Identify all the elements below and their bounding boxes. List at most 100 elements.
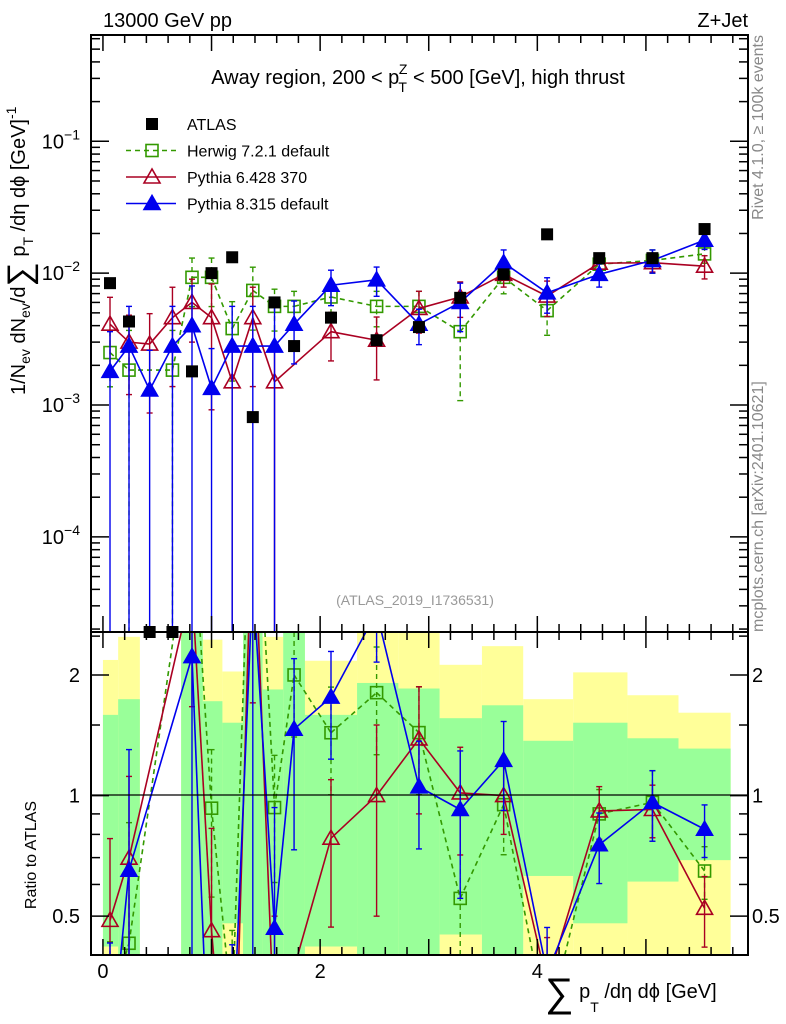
mc-point: [321, 322, 341, 339]
ratio-line: [418, 732, 461, 899]
ratio-tick-label: 1: [752, 786, 763, 808]
ratio-line: [255, 631, 276, 929]
ratio-point: [589, 835, 609, 852]
series-line: [148, 345, 174, 391]
series-line: [599, 259, 653, 276]
axis-ticks: 0 2 4 10−1 10−2 10−3 10−4 2 2 1 1 0.5 0.5: [42, 35, 780, 983]
series-line: [210, 277, 233, 329]
ratio-point: [494, 750, 514, 768]
ratio-point: [321, 828, 341, 846]
mc-point: [222, 336, 242, 353]
mc-point: [284, 314, 304, 332]
series-line: [109, 351, 130, 371]
ratio-line: [502, 804, 534, 956]
ratio-point: [284, 719, 304, 737]
band-inner: [523, 740, 574, 876]
series-line: [330, 279, 377, 287]
data-point: [185, 365, 198, 378]
data-point: [646, 252, 659, 265]
series-line: [503, 276, 548, 312]
mc-point: [695, 256, 714, 273]
series-pythia-8-315-default: [100, 230, 714, 632]
y-tick-label: 10−2: [42, 258, 80, 285]
series-line: [330, 330, 377, 342]
ratio-tick-label: 2: [69, 665, 80, 687]
legend-item-herwig-7-2-1-default: Herwig 7.2.1 default: [126, 144, 330, 161]
legend-label: ATLAS: [187, 117, 237, 134]
ratio-point: [204, 801, 219, 815]
ratio-line: [563, 813, 601, 956]
ratio-line: [119, 870, 130, 956]
ratio-tick-label: 2: [752, 665, 763, 687]
band-inner: [481, 705, 524, 955]
series-line: [128, 341, 150, 345]
data-point: [246, 411, 259, 424]
data-point: [497, 268, 510, 281]
data-point: [541, 228, 554, 241]
ratio-point: [202, 921, 221, 938]
ratio-line: [598, 801, 653, 846]
ratio-line: [128, 656, 193, 871]
data-point: [412, 321, 425, 334]
ratio-line: [380, 631, 420, 788]
mc-point: [100, 314, 120, 332]
ratio-line: [330, 692, 378, 734]
series-line: [376, 279, 420, 325]
ratio-y-axis-label: Ratio to ATLAS: [23, 801, 40, 909]
ratio-point: [369, 685, 384, 700]
ratio-frame: [90, 631, 749, 956]
band-inner: [222, 722, 244, 924]
ratio-point: [695, 819, 714, 837]
ratio-line: [554, 810, 600, 956]
ratio-line: [128, 631, 183, 859]
ratio-line: [297, 837, 332, 956]
y-tick-label: 10−4: [42, 522, 80, 549]
ratio-line: [459, 759, 505, 811]
ratio-line: [264, 631, 276, 808]
series-line: [418, 305, 461, 333]
ratio-tick-label: 1: [69, 786, 80, 808]
ratio-tick-label: 0.5: [52, 906, 80, 928]
ratio-line: [273, 729, 295, 929]
data-point: [268, 296, 281, 309]
ratio-line: [199, 631, 213, 809]
ratio-point: [450, 799, 470, 817]
ratio-line: [599, 801, 653, 815]
legend-marker: [145, 143, 159, 158]
analysis-watermark: (ATLAS_2019_I1736531): [336, 592, 494, 608]
data-point: [454, 291, 467, 304]
legend-marker: [146, 118, 158, 130]
ratio-point: [182, 647, 202, 664]
ratio-point: [100, 910, 120, 928]
series-line: [252, 317, 276, 383]
ratio-point: [695, 898, 714, 916]
series-line: [652, 261, 705, 267]
data-point: [288, 340, 301, 353]
y-tick-label: 10−1: [42, 126, 80, 153]
ratio-series-pythia-8-315-default: [107, 631, 714, 956]
series-line: [546, 273, 600, 294]
ratio-line: [236, 631, 252, 956]
series-line: [210, 317, 233, 383]
series-line: [128, 345, 151, 391]
header-energy: 13000 GeV pp: [103, 10, 232, 32]
ratio-line: [502, 760, 545, 956]
legend-item-pythia-6-428-370: Pythia 6.428 370: [126, 167, 307, 187]
series-line: [210, 345, 233, 389]
ratio-point: [265, 918, 284, 935]
ratio-line: [376, 692, 420, 734]
y-axis-label: 1/Nev dNev/d∑ pT /dη dϕ [GeV]-1: [1, 106, 39, 395]
mc-point: [243, 336, 263, 353]
data-point: [698, 223, 711, 236]
ratio-point: [321, 687, 341, 704]
series-line: [652, 239, 705, 262]
ratio-line: [191, 656, 205, 956]
data-point: [205, 267, 218, 280]
ratio-line: [293, 674, 332, 734]
legend-item-pythia-8-315-default: Pythia 8.315 default: [126, 193, 329, 214]
legend-marker: [142, 167, 162, 184]
x-axis-label: ∑ pT /dη dϕ [GeV]: [545, 971, 717, 1015]
ratio-point: [119, 860, 139, 878]
legend-label: Pythia 6.428 370: [187, 170, 307, 187]
